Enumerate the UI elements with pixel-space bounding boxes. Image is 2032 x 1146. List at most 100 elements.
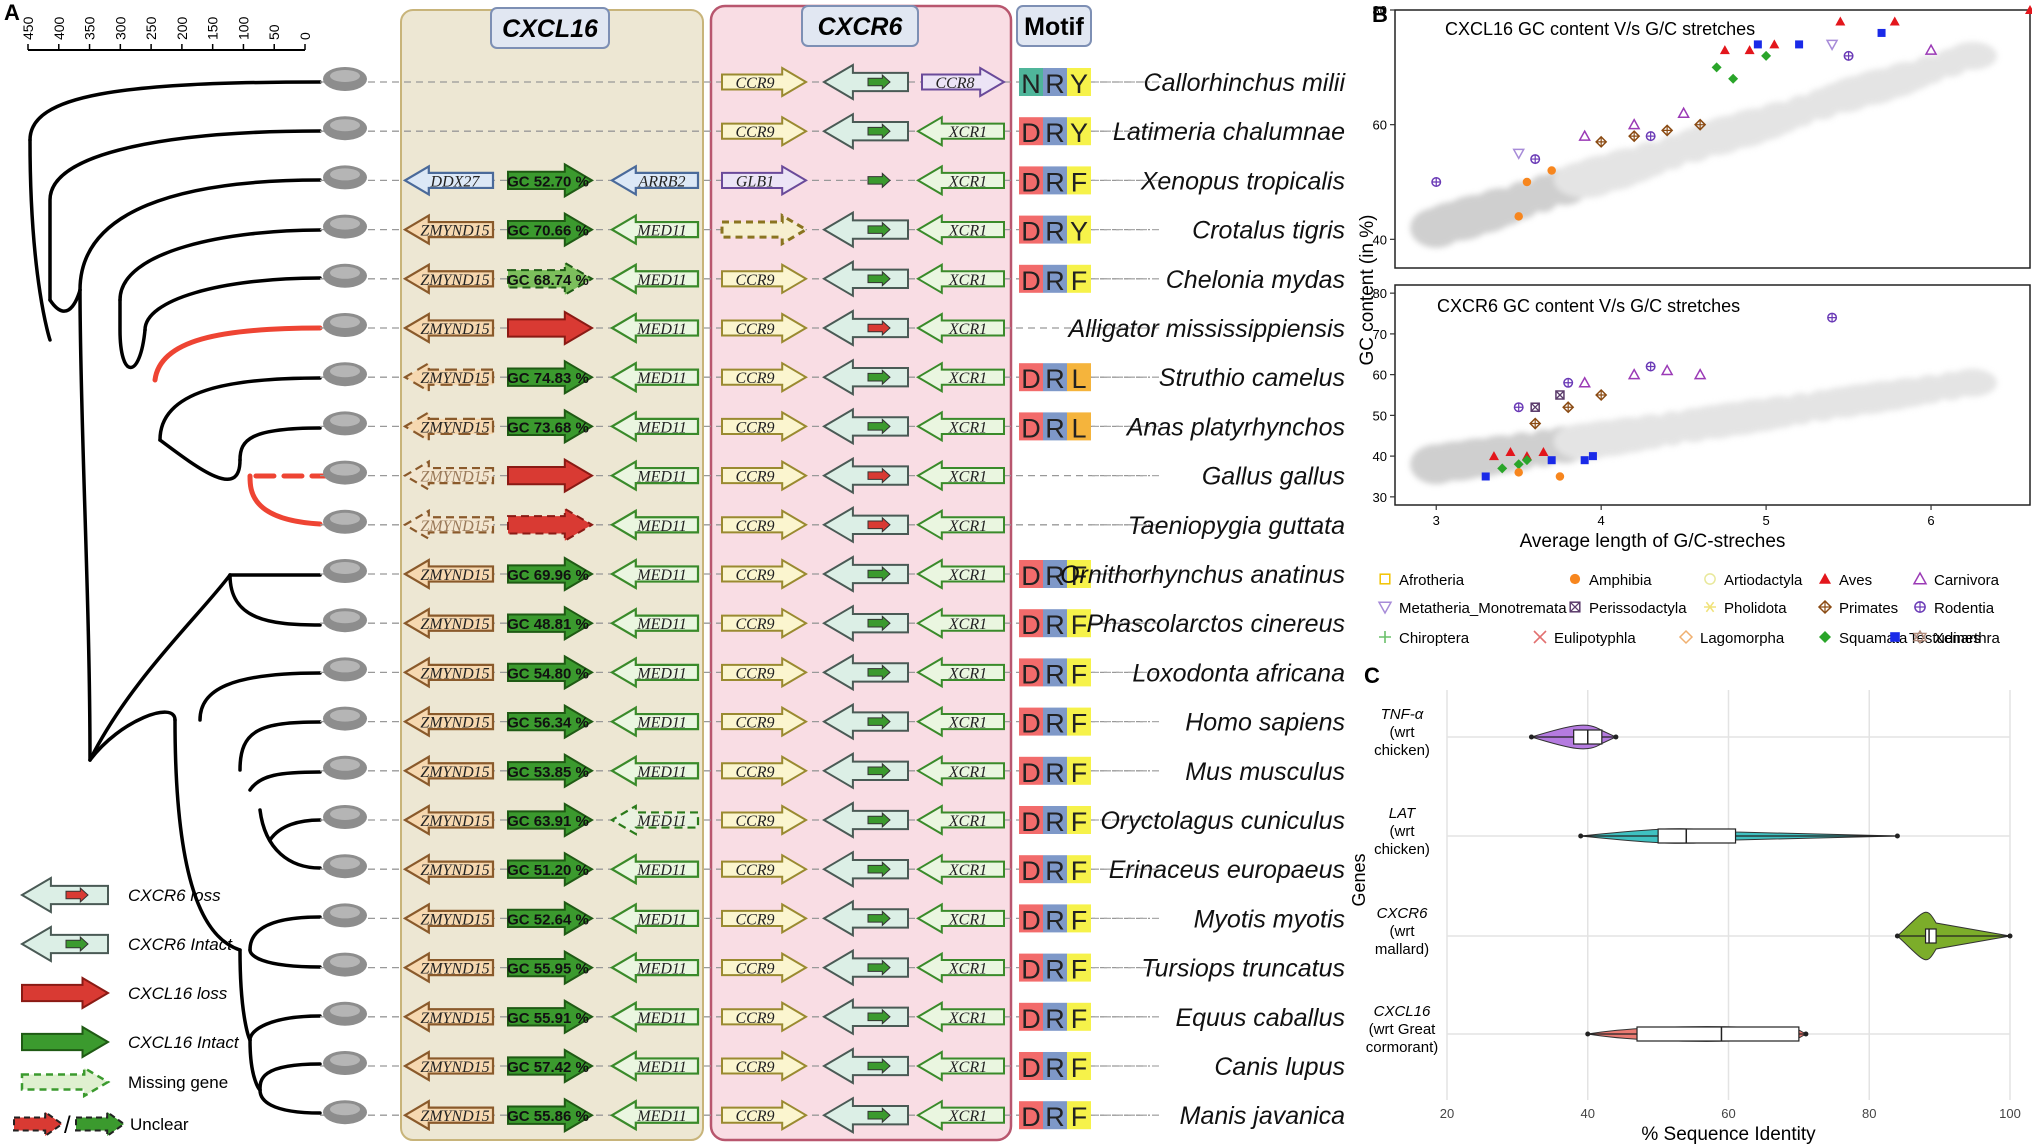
- cxcl16-arrow: [507, 457, 594, 494]
- gene-arrow-left: [916, 705, 1005, 738]
- gene-arrow-right: [721, 459, 808, 492]
- cxcr6-inner-arrow: [867, 1107, 891, 1124]
- species-silhouette-highlight: [330, 119, 360, 132]
- scatter-plot: 30 40 50 60 70 80 3 4 5 6 Average length of G/C-st…: [1373, 284, 2031, 552]
- panel-label-a: A: [4, 0, 20, 25]
- cxcr6-inner-arrow: [867, 172, 891, 189]
- motif-cell: [1043, 953, 1067, 982]
- gene-label: XCR1: [948, 961, 987, 978]
- timescale-tick-label: 400: [51, 16, 67, 40]
- motif-cell: [1043, 1052, 1067, 1080]
- data-point: [2007, 933, 2013, 939]
- motif-cell: [1043, 806, 1067, 834]
- gc-content-label: GC 51.20 %: [507, 862, 589, 879]
- motif-cell: [1043, 166, 1067, 195]
- motif-letter: D: [1021, 413, 1041, 443]
- gene-arrow-right: [721, 312, 808, 344]
- motif-letter: F: [1071, 905, 1088, 935]
- gene-label: ZMYND15: [420, 419, 489, 436]
- motif-letter: D: [1021, 807, 1041, 837]
- cxcr6-arrow: [822, 260, 909, 298]
- legend-label: CXCL16 Intact: [128, 1033, 240, 1052]
- motif-letter: R: [1045, 659, 1065, 689]
- marker-perissodactyla: [1530, 402, 1540, 412]
- gene-arrow-left: [402, 656, 495, 689]
- gene-arrow-left: [402, 1050, 495, 1082]
- motif-cell: [1019, 1052, 1043, 1080]
- species-illustration: [323, 411, 367, 436]
- category-label: CXCR6 (wrt mallard): [1375, 905, 1429, 958]
- gene-label: MED11: [636, 518, 686, 535]
- species-row: ZMYND15 GC 55.91 % MED11 CCR9 XCR1 D R F Equus c…: [320, 998, 1345, 1036]
- species-row: ZMYND15 GC 51.20 % MED11 CCR9 XCR1 D R F Erinace…: [320, 850, 1345, 888]
- gene-arrow-right: [721, 115, 808, 147]
- gene-label: CCR8: [935, 75, 974, 92]
- marker-squamata: [1711, 62, 1722, 73]
- gc-content-label: GC 57.42 %: [507, 1059, 589, 1076]
- motif-cell: [1067, 264, 1091, 293]
- motif-cell: [1019, 215, 1043, 244]
- gc-content-label: GC 70.66 %: [507, 223, 589, 240]
- species-row: ZMYND15 MED11 CCR9 XCR1 Taeniopygia guttata: [320, 506, 1345, 544]
- motif-letter: D: [1021, 905, 1041, 935]
- y-tick-label: 40: [1373, 449, 1387, 464]
- gene-label: XCR1: [948, 665, 987, 682]
- x-tick-label: 100: [1999, 1106, 2021, 1121]
- marker-primates-plus: [1530, 418, 1541, 429]
- cxcl16-arrow: [507, 507, 594, 543]
- gene-label: XCR1: [948, 1010, 987, 1027]
- gene-label: ZMYND15: [420, 961, 489, 978]
- marker-testudines: [1481, 472, 1490, 481]
- motif-letter: R: [1045, 118, 1065, 148]
- marker-aves: [1719, 45, 1730, 55]
- motif-letter: Y: [1070, 217, 1088, 247]
- legend-cxcl16-arrow: [21, 976, 110, 1010]
- gene-arrow-left: [402, 607, 495, 640]
- cxcl16-arrow: [507, 851, 594, 887]
- motif-cell: [1043, 215, 1067, 244]
- cxcr6-header: CXCR6: [818, 13, 904, 41]
- legend-entry-label: Chiroptera: [1399, 630, 1470, 647]
- gene-label: CCR9: [735, 321, 774, 338]
- gene-arrow-left: [609, 164, 700, 197]
- gene-arrow-right: [721, 263, 808, 295]
- species-row: ZMYND15 GC 74.83 % MED11 CCR9 XCR1 D R L Struthi…: [320, 358, 1345, 396]
- legend-label: CXCR6 loss: [128, 886, 221, 905]
- species-illustration: [323, 1001, 367, 1026]
- gene-arrow-left: [916, 1099, 1005, 1131]
- marker-aves: [1505, 447, 1516, 457]
- gene-arrow-left: [609, 607, 700, 640]
- marker-rodentia-plus: [1646, 362, 1655, 371]
- species-illustration: [323, 509, 367, 534]
- cxcr6-inner-arrow: [867, 664, 891, 681]
- gene-arrow-left: [609, 1050, 700, 1082]
- species-silhouette-highlight: [330, 758, 360, 771]
- legend-entry-label: Afrotheria: [1399, 572, 1465, 589]
- species-name: Erinaceus europaeus: [1109, 856, 1345, 884]
- motif-cell: [1067, 658, 1091, 687]
- motif-cell: [1019, 363, 1043, 392]
- motif-letter: F: [1071, 807, 1088, 837]
- legend-entry-label: Pholidota: [1724, 600, 1787, 617]
- marker-amphibia: [1569, 573, 1581, 585]
- cxcr6-inner-arrow: [867, 319, 891, 337]
- species-silhouette-highlight: [330, 512, 360, 525]
- marker-metatheria_monotremata: [1825, 39, 1839, 51]
- species-name: Ornithorhynchus anatinus: [1060, 561, 1345, 589]
- gene-arrow-left: [402, 164, 495, 197]
- x-tick-label: 5: [1762, 513, 1769, 528]
- x-tick-label: 80: [1862, 1106, 1876, 1121]
- cxcr6-arrow: [822, 801, 909, 839]
- marker-rodentia-plus: [1914, 601, 1926, 613]
- marker-aves: [1488, 451, 1499, 461]
- motif-cell: [1019, 609, 1043, 638]
- cxcr6-arrow: [822, 456, 909, 495]
- motif-cell: [1067, 707, 1091, 736]
- marker-rodentia-plus: [1844, 51, 1853, 61]
- gene-label: XCR1: [948, 764, 987, 781]
- cxcr6-arrow: [822, 752, 909, 790]
- gene-label: XCR1: [948, 616, 987, 633]
- scatter-plot: 40 60 80 CXCL16 GC content V/s G/C stretche…: [1373, 3, 2032, 269]
- legend-entry-label: Lagomorpha: [1700, 630, 1785, 647]
- marker-eulipotyphla: [1533, 630, 1547, 644]
